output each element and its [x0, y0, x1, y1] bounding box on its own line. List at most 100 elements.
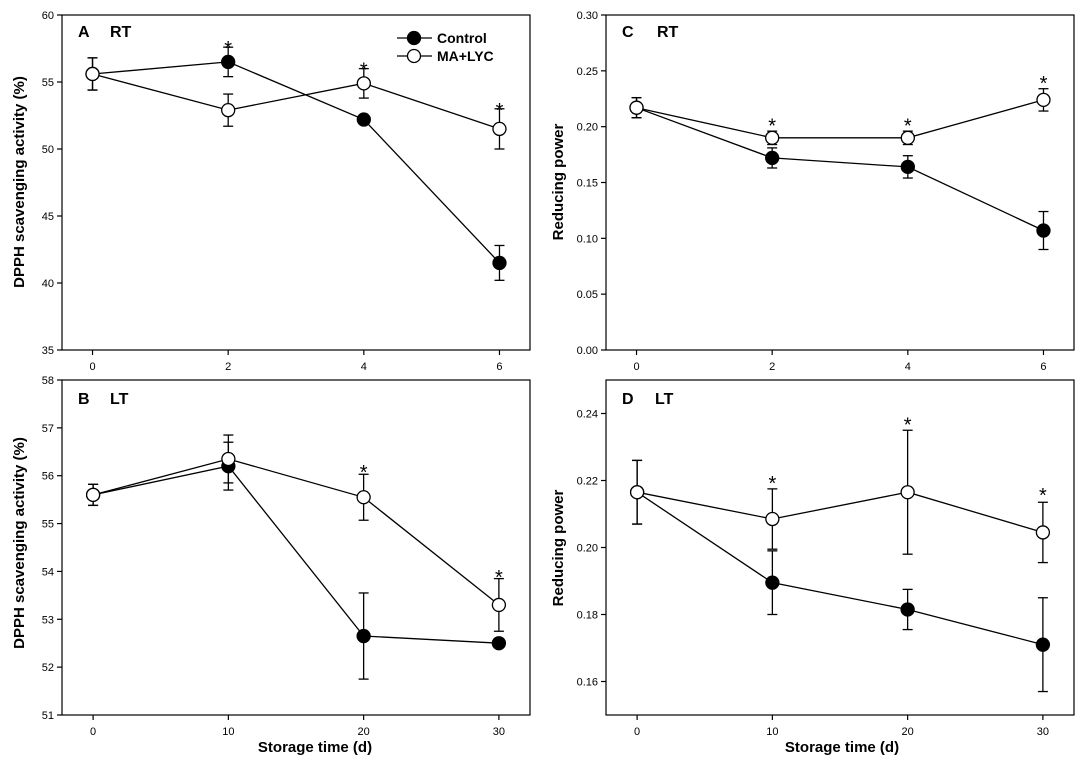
panel-b-treatment-point — [85, 487, 101, 503]
panel-a-control-line — [92, 61, 500, 264]
panel-a-ytick-label: 40 — [42, 278, 54, 290]
panel-a-treatment-point — [356, 76, 371, 91]
panel-a: A RT DPPH scavenging activity (%) 354045… — [11, 10, 531, 373]
panel-a-control-point — [356, 112, 371, 127]
panel-c-treatment-point — [900, 130, 915, 145]
panel-a-letter: A — [78, 24, 90, 41]
panel-c-xtick-label: 4 — [905, 361, 911, 373]
panel-c-frame — [605, 14, 1075, 351]
panel-a-treatment-point — [492, 121, 507, 137]
panel-d-ytick-label: 0.18 — [577, 610, 598, 622]
panel-d-significance-mark: * — [1039, 485, 1047, 507]
legend: Control MA+LYC — [397, 30, 494, 64]
panel-d-ytick-label: 0.16 — [577, 677, 598, 689]
panel-b-ylabel: DPPH scavenging activity (%) — [11, 437, 28, 649]
panel-c-condition: RT — [657, 24, 679, 41]
legend-treatment-label: MA+LYC — [437, 48, 494, 64]
panel-a-frame — [61, 14, 531, 351]
panel-a-condition: RT — [110, 24, 132, 41]
panel-c-ytick-label: 0.05 — [577, 289, 598, 301]
panel-a-ytick-label: 35 — [42, 345, 54, 357]
panel-b-treatment-point — [491, 597, 507, 613]
panel-b-xtick-label: 30 — [493, 726, 505, 738]
legend-control-marker — [406, 30, 422, 46]
panel-b-frame — [61, 379, 531, 716]
panel-c-treatment-point — [765, 130, 780, 145]
panel-c-xtick-label: 6 — [1040, 361, 1046, 373]
panel-c: C RT Reducing power 0.00 0.05 0.10 0.15 0.20… — [550, 10, 1075, 373]
panel-d-frame — [605, 379, 1075, 716]
panel-c-ytick-label: 0.30 — [577, 10, 598, 22]
panel-b-xtick-label: 20 — [358, 726, 370, 738]
panel-c-control-point — [765, 150, 780, 166]
panel-d: D LT Reducing power Storage time (d) 0.1… — [550, 379, 1075, 756]
panel-d-treatment-point — [629, 485, 645, 500]
panel-c-ytick-label: 0.20 — [577, 122, 598, 134]
panel-d-significance-mark: * — [904, 415, 912, 437]
panel-c-xtick-label: 0 — [633, 361, 639, 373]
panel-d-treatment-point — [765, 511, 780, 527]
panel-c-treatment-line — [636, 99, 1044, 139]
panel-a-xtick-label: 4 — [361, 361, 367, 373]
panel-b-significance-mark: * — [495, 567, 503, 589]
panel-d-control-point — [1035, 637, 1051, 652]
panel-b-condition: LT — [110, 391, 129, 408]
panel-d-ytick-label: 0.24 — [577, 409, 598, 421]
panel-c-ytick-label: 0.15 — [577, 178, 598, 190]
panel-b-ytick-label: 53 — [42, 614, 54, 626]
panel-a-xtick-label: 2 — [225, 361, 231, 373]
panel-b-control-line — [92, 465, 499, 644]
panel-c-significance-mark: * — [1040, 73, 1048, 95]
panel-a-xtick-label: 0 — [89, 361, 95, 373]
panel-c-letter: C — [622, 24, 634, 41]
panel-c-treatment-point — [1036, 92, 1051, 108]
panel-d-xlabel: Storage time (d) — [785, 739, 899, 756]
panel-a-significance-mark: * — [360, 60, 368, 82]
panel-a-ytick-label: 45 — [42, 211, 54, 223]
panel-d-control-point — [900, 602, 915, 617]
panel-b-xtick-label: 0 — [90, 726, 96, 738]
panel-c-ytick-label: 0.25 — [577, 66, 598, 78]
panel-c-ytick-label: 0.00 — [577, 345, 598, 357]
panel-c-significance-mark: * — [904, 115, 912, 137]
panel-d-treatment-point — [900, 485, 915, 500]
panel-b-ytick-label: 55 — [42, 519, 54, 531]
legend-control-label: Control — [437, 30, 487, 46]
panel-a-control-point — [221, 54, 236, 70]
panel-d-xtick-label: 30 — [1037, 726, 1049, 738]
panel-d-treatment-line — [636, 491, 1044, 534]
panel-a-xtick-label: 6 — [496, 361, 502, 373]
panel-b-ytick-label: 56 — [42, 471, 54, 483]
panel-d-letter: D — [622, 391, 634, 408]
panel-c-significance-mark: * — [768, 115, 776, 137]
panel-c-ylabel: Reducing power — [550, 124, 567, 241]
panel-d-xtick-label: 10 — [766, 726, 778, 738]
panel-c-ytick-label: 0.10 — [577, 233, 598, 245]
panel-d-significance-mark: * — [768, 473, 776, 495]
panel-a-treatment-line — [92, 73, 500, 130]
panel-d-control-line — [636, 491, 1044, 646]
panel-d-treatment-point — [1035, 525, 1051, 540]
panel-d-xtick-label: 20 — [902, 726, 914, 738]
panel-a-ytick-label: 60 — [42, 10, 54, 22]
panel-d-control-point — [765, 575, 780, 590]
panel-b-control-point — [356, 628, 371, 644]
panel-c-control-point — [900, 159, 915, 175]
panel-b-treatment-point — [221, 451, 236, 467]
panel-d-ytick-label: 0.22 — [577, 476, 598, 488]
panel-c-control-line — [636, 107, 1044, 232]
panel-d-ylabel: Reducing power — [550, 490, 567, 607]
panel-a-ytick-label: 55 — [42, 77, 54, 89]
panel-b-significance-mark: * — [360, 462, 368, 484]
panel-b-ytick-label: 54 — [42, 566, 54, 578]
panel-a-control-point — [492, 255, 507, 271]
panel-c-treatment-point — [629, 100, 644, 115]
panel-d-xtick-label: 0 — [634, 726, 640, 738]
panel-b-control-point — [491, 636, 507, 651]
panel-b-ytick-label: 52 — [42, 662, 54, 674]
panel-b-treatment-line — [92, 458, 500, 606]
panel-b-ytick-label: 57 — [42, 423, 54, 435]
panel-a-significance-mark: * — [224, 38, 232, 60]
panel-a-significance-mark: * — [496, 100, 504, 122]
